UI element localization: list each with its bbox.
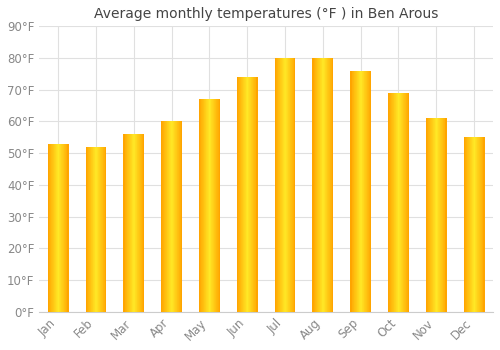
Bar — [464, 137, 465, 312]
Bar — [312, 58, 314, 312]
Bar — [350, 71, 352, 312]
Bar — [237, 77, 238, 312]
Title: Average monthly temperatures (°F ) in Ben Arous: Average monthly temperatures (°F ) in Be… — [94, 7, 438, 21]
Bar — [274, 58, 276, 312]
Bar — [48, 144, 49, 312]
Bar — [161, 121, 162, 312]
Bar — [86, 147, 87, 312]
Bar — [294, 58, 296, 312]
Bar — [199, 99, 200, 312]
Bar — [370, 71, 371, 312]
Bar — [67, 144, 68, 312]
Bar — [143, 134, 144, 312]
Bar — [105, 147, 106, 312]
Bar — [332, 58, 334, 312]
Bar — [256, 77, 258, 312]
Bar — [218, 99, 220, 312]
Bar — [426, 118, 427, 312]
Bar — [388, 93, 390, 312]
Bar — [408, 93, 409, 312]
Bar — [180, 121, 182, 312]
